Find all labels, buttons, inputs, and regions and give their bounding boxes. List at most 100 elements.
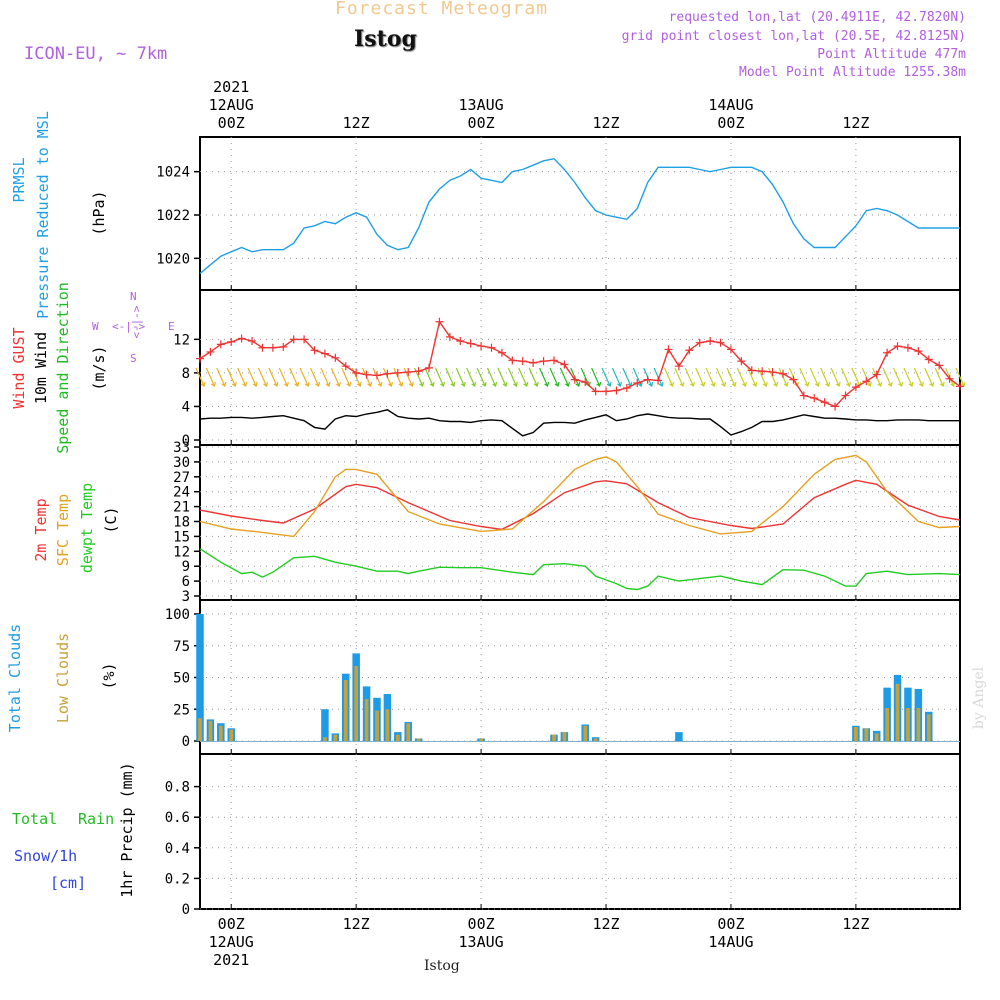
wind-gust-marker [914, 347, 923, 356]
wind-direction-arrowhead [804, 381, 810, 387]
wind-direction-arrow [892, 367, 903, 387]
wind-gust-marker [768, 368, 777, 377]
wind-gust-marker [404, 368, 413, 377]
model-altitude: Model Point Altitude 1255.38m [739, 65, 966, 80]
temperature-ytick-label: 6 [182, 574, 190, 590]
wind-gust-marker [289, 335, 298, 344]
wind-gust-marker [393, 368, 402, 377]
wind-direction-arrow [861, 367, 871, 387]
wind-direction-arrowhead [429, 381, 435, 387]
wind-direction-arrowhead [637, 381, 643, 387]
temperature-ytick-label: 30 [173, 455, 190, 471]
wind-direction-arrowhead [783, 381, 789, 387]
precip-label-total: Total [12, 810, 57, 828]
wind-direction-arrowhead [533, 381, 539, 387]
wind-direction-arrow [809, 367, 819, 387]
pressure-label-prmsl: PRMSL [10, 157, 28, 202]
wind-direction-arrow [601, 367, 611, 387]
wind-gust-marker [903, 343, 912, 352]
temp-label-dewpt: dewpt Temp [78, 483, 96, 573]
wind-direction-arrowhead [929, 381, 935, 387]
wind-direction-arrowhead [846, 381, 852, 387]
cloud-low-bar [343, 680, 348, 741]
wind-gust-marker [643, 375, 652, 384]
temp-label-2m: 2m Temp [32, 498, 50, 561]
wind-gust-marker [497, 348, 506, 357]
wind-gust-marker [279, 342, 288, 351]
wind-direction-arrow [799, 367, 809, 387]
top-time-label: 14AUG [708, 96, 753, 114]
wind-direction-arrow [393, 367, 403, 387]
wind-direction-arrowhead [356, 381, 362, 387]
wind-gust-marker [706, 337, 715, 346]
wind-direction-arrow [851, 367, 861, 387]
wind-direction-arrowhead [388, 381, 393, 387]
wind-ytick-label: 12 [173, 332, 190, 348]
requested-coords: requested lon,lat (20.4911E, 42.7820N) [668, 10, 966, 25]
wind-gust-marker [779, 369, 788, 378]
precip-ytick-label: 0 [182, 902, 190, 918]
temperature-ytick-label: 15 [173, 529, 190, 545]
bottom-time-label: 12Z [842, 915, 869, 933]
wind-gust-marker [487, 343, 496, 352]
wind-direction-arrow [205, 367, 215, 387]
wind-gust-marker [445, 332, 454, 341]
wind-ytick-label: 8 [182, 366, 190, 382]
wind-direction-arrow [768, 367, 778, 387]
clouds-ytick-label: 0 [182, 734, 190, 750]
top-time-label: 13AUG [459, 96, 504, 114]
wind-direction-arrowhead [481, 381, 487, 387]
wind-gust-marker [799, 391, 808, 400]
wind-direction-arrow [747, 367, 757, 387]
temperature-ytick-label: 12 [173, 544, 190, 560]
temp-unit: (C) [102, 506, 120, 533]
wind-gust-marker [341, 362, 350, 371]
wind-direction-arrowhead [939, 381, 945, 387]
wind-label-gust: Wind GUST [10, 327, 28, 408]
wind-direction-arrowhead [877, 381, 883, 387]
wind-direction-arrowhead [908, 381, 914, 387]
cloud-total-bar [675, 732, 683, 741]
wind-gust-marker [924, 355, 933, 364]
cloud-low-bar [906, 707, 910, 741]
wind-gust-marker [331, 353, 340, 362]
cloud-low-bar [198, 718, 202, 741]
wind-direction-arrow [476, 367, 486, 387]
bottom-time-label: 00Z [468, 915, 495, 933]
wind-gust-marker [320, 349, 329, 358]
cloud-low-bar [406, 723, 411, 741]
wind-direction-arrowhead [523, 381, 529, 387]
bottom-time-label: 13AUG [459, 933, 504, 951]
top-time-label: 12AUG [209, 96, 254, 114]
wind-gust-marker [227, 337, 236, 346]
bottom-time-label: 12Z [343, 915, 370, 933]
wind-direction-arrow [684, 367, 694, 387]
wind-direction-arrowhead [919, 381, 924, 387]
wind-gust-marker [851, 383, 860, 392]
wind-direction-arrow [674, 367, 684, 387]
wind-direction-arrow [559, 367, 569, 387]
wind-direction-arrowhead [315, 381, 321, 387]
forecast-title: Forecast Meteogram [335, 0, 549, 19]
wind-direction-arrowhead [752, 381, 758, 387]
wind-direction-arrowhead [450, 381, 456, 387]
wind-direction-arrowhead [419, 381, 425, 387]
wind-direction-arrow [330, 367, 340, 387]
wind-gust-marker [539, 357, 548, 366]
wind-direction-arrow [934, 367, 944, 387]
wind-direction-arrow [299, 367, 309, 387]
wind-direction-arrowhead [866, 381, 872, 387]
wind-gust-marker [414, 367, 423, 376]
cloud-low-bar [385, 709, 390, 741]
wind-direction-arrow [257, 367, 268, 387]
wind-direction-arrowhead [544, 381, 550, 387]
cloud-low-bar [583, 725, 588, 741]
precip-ytick-label: 0.6 [165, 810, 190, 826]
wind-direction-arrow [528, 367, 538, 387]
wind-direction-arrow [924, 367, 934, 387]
temperature-ytick-label: 21 [173, 500, 190, 516]
wind-gust-marker [872, 370, 881, 379]
wind-direction-arrowhead [460, 381, 466, 387]
wind-gust-marker [862, 377, 871, 386]
wind-direction-arrowhead [242, 381, 248, 387]
